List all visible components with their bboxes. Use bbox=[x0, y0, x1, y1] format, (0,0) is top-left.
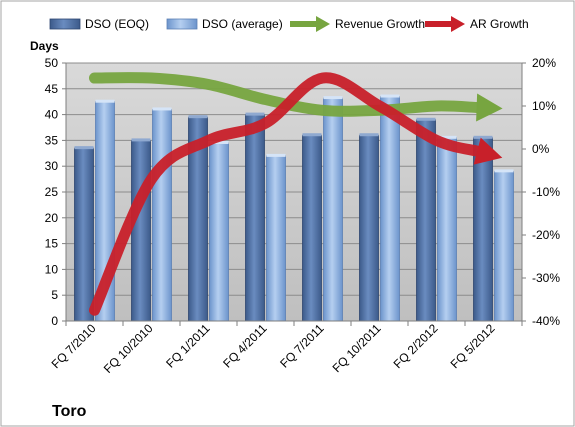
bars bbox=[74, 94, 514, 322]
bar-dso-average bbox=[380, 96, 400, 322]
y2-tick-label: 20% bbox=[532, 56, 556, 70]
bar-cap bbox=[437, 135, 457, 139]
bar-dso-average bbox=[266, 155, 286, 322]
bar-dso-average bbox=[209, 142, 229, 322]
bar-dso-eoq bbox=[416, 119, 436, 322]
bar-cap bbox=[323, 96, 343, 100]
x-tick-label: FQ 10/2011 bbox=[330, 321, 384, 375]
bar-dso-average bbox=[437, 137, 457, 322]
y-tick-label: 30 bbox=[45, 159, 59, 173]
bar-cap bbox=[473, 135, 493, 139]
legend-label-revenue-growth: Revenue Growth bbox=[335, 17, 425, 31]
y-tick-label: 40 bbox=[45, 108, 59, 122]
legend-arrow-ar-growth bbox=[451, 16, 465, 32]
x-tick-label: FQ 10/2010 bbox=[101, 321, 156, 376]
legend-swatch-dso-average bbox=[166, 18, 198, 30]
y-tick-label: 10 bbox=[45, 262, 59, 276]
y2-tick-label: 10% bbox=[532, 99, 556, 113]
x-tick-label: FQ 2/2012 bbox=[391, 321, 441, 371]
bar-cap bbox=[380, 94, 400, 98]
bar-dso-eoq bbox=[131, 139, 151, 322]
x-tick-label: FQ 1/2011 bbox=[163, 321, 213, 371]
y2-tick-label: 0% bbox=[532, 142, 550, 156]
revenue-growth-arrowhead bbox=[476, 93, 503, 122]
bar-cap bbox=[152, 107, 172, 111]
bar-dso-average bbox=[323, 97, 343, 322]
bar-dso-eoq bbox=[302, 134, 322, 322]
y-tick-label: 5 bbox=[51, 288, 58, 302]
y2-tick-label: -20% bbox=[532, 228, 560, 242]
bar-cap bbox=[494, 169, 514, 173]
bar-cap bbox=[74, 146, 94, 150]
y2-tick-label: -40% bbox=[532, 314, 560, 328]
y-tick-label: 25 bbox=[45, 185, 59, 199]
legend-label-ar-growth: AR Growth bbox=[470, 17, 529, 31]
chart-title: Toro bbox=[52, 403, 87, 420]
y2-tick-label: -10% bbox=[532, 185, 560, 199]
legend-label-dso-eoq: DSO (EOQ) bbox=[85, 17, 149, 31]
bar-cap bbox=[359, 133, 379, 137]
x-tick-label: FQ 7/2011 bbox=[277, 321, 327, 371]
revenue-growth-line bbox=[89, 72, 483, 117]
y-tick-label: 0 bbox=[51, 314, 58, 328]
y-tick-label: 35 bbox=[45, 133, 59, 147]
bar-cap bbox=[266, 153, 286, 157]
y2-tick-label: -30% bbox=[532, 271, 560, 285]
y-tick-label: 50 bbox=[45, 56, 59, 70]
y-tick-label: 45 bbox=[45, 82, 59, 96]
series-lines bbox=[89, 72, 503, 316]
bar-cap bbox=[302, 133, 322, 137]
x-tick-label: FQ 5/2012 bbox=[448, 321, 498, 371]
legend-label-dso-average: DSO (average) bbox=[202, 17, 283, 31]
bar-dso-eoq bbox=[245, 114, 265, 322]
bar-dso-average bbox=[152, 109, 172, 322]
x-tick-label: FQ 4/2011 bbox=[220, 321, 270, 371]
ar-growth-arrowhead bbox=[473, 137, 503, 165]
legend-swatch-dso-eoq bbox=[49, 18, 81, 30]
legend: DSO (EOQ) DSO (average) Revenue Growth AR G… bbox=[49, 16, 529, 32]
bar-cap bbox=[131, 138, 151, 142]
bar-dso-eoq bbox=[359, 134, 379, 322]
bar-cap bbox=[416, 117, 436, 121]
bar-cap bbox=[95, 99, 115, 103]
y-axis-label: Days bbox=[30, 39, 59, 53]
bar-dso-average bbox=[494, 170, 514, 322]
ar-growth-line bbox=[89, 72, 483, 316]
legend-arrow-revenue-growth bbox=[316, 16, 330, 32]
y-tick-label: 20 bbox=[45, 211, 59, 225]
bar-cap bbox=[188, 115, 208, 119]
bar-dso-eoq bbox=[74, 147, 94, 322]
bar-cap bbox=[209, 140, 229, 144]
x-tick-label: FQ 7/2010 bbox=[49, 321, 99, 371]
bar-dso-eoq bbox=[473, 137, 493, 322]
bar-cap bbox=[245, 112, 265, 116]
y-tick-label: 15 bbox=[45, 237, 59, 251]
